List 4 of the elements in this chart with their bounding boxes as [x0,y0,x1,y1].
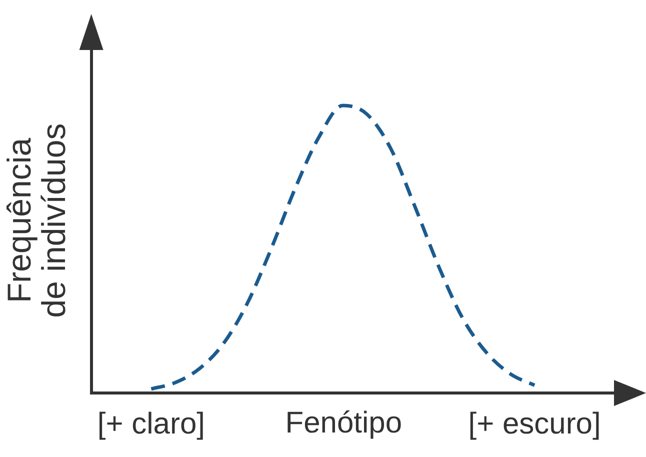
x-axis-title: Fenótipo [285,406,402,440]
y-axis-title: Frequência de indivíduos [0,123,72,318]
x-tick-label: [+ claro] [97,407,205,440]
x-tick-label: [+ escuro] [468,407,601,440]
